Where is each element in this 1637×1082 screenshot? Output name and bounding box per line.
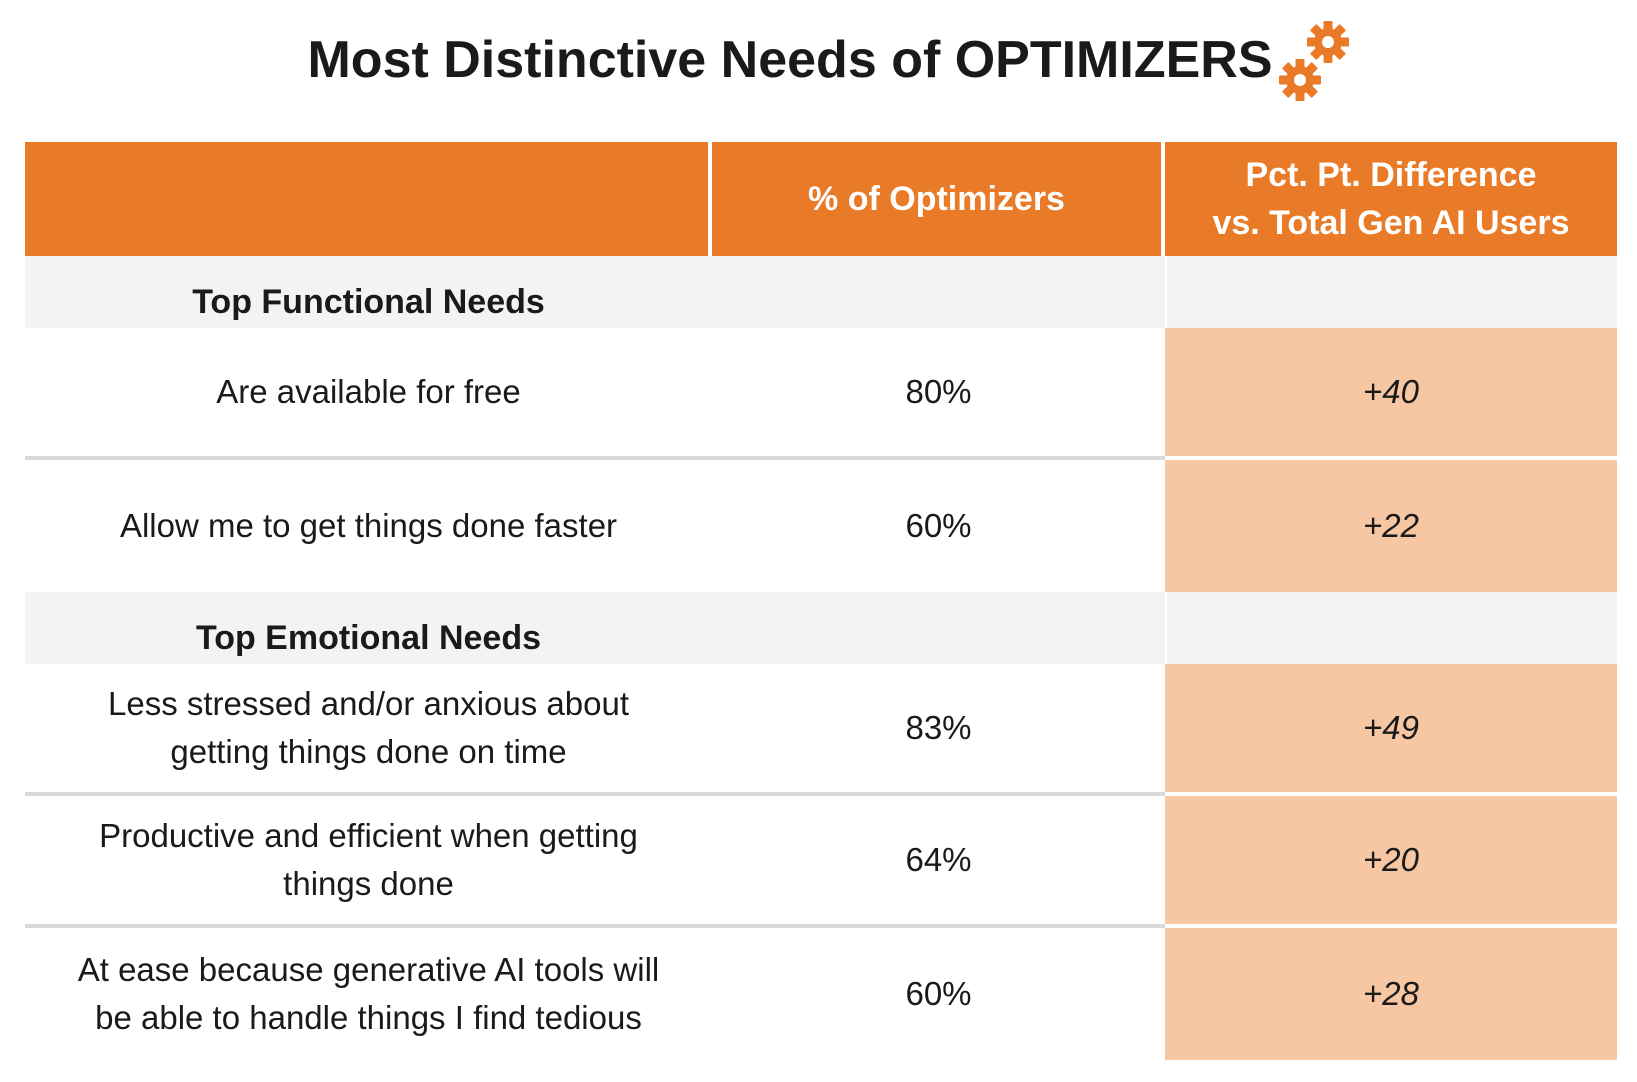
- title-area: Most Distinctive Needs of OPTIMIZERS: [0, 20, 1637, 120]
- table-header-row: % of Optimizers Pct. Pt. Difference vs. …: [25, 142, 1617, 256]
- table-row: At ease because generative AI tools will…: [25, 928, 1617, 1060]
- diff-value: +22: [1165, 460, 1617, 592]
- need-text-line2: be able to handle things I find tedious: [95, 999, 642, 1036]
- diff-value: +49: [1165, 664, 1617, 796]
- need-text-line2: getting things done on time: [170, 733, 567, 770]
- table-row: Productive and efficient when getting th…: [25, 796, 1617, 928]
- section-row-functional: Top Functional Needs: [25, 256, 1617, 328]
- section-label: Top Emotional Needs: [25, 592, 712, 664]
- section-spacer: [1165, 256, 1617, 328]
- need-text: Allow me to get things done faster: [119, 507, 618, 544]
- header-need: [25, 142, 712, 256]
- gears-icon: [1278, 20, 1358, 110]
- header-pct-optimizers: % of Optimizers: [712, 142, 1165, 256]
- need-text: Productive and efficient when getting th…: [25, 796, 712, 928]
- section-spacer: [712, 256, 1165, 328]
- pct-value: 60%: [905, 975, 972, 1012]
- section-label: Top Functional Needs: [25, 256, 712, 328]
- header-pct-diff-line1: Pct. Pt. Difference: [1245, 156, 1537, 194]
- diff-value: +40: [1165, 328, 1617, 460]
- section-spacer: [712, 592, 1165, 664]
- table-row: Less stressed and/or anxious about getti…: [25, 664, 1617, 796]
- header-pct-diff: Pct. Pt. Difference vs. Total Gen AI Use…: [1165, 142, 1617, 256]
- need-text: At ease because generative AI tools will…: [25, 928, 712, 1060]
- pct-value: 64%: [712, 796, 1165, 928]
- header-pct-diff-line2: vs. Total Gen AI Users: [1212, 204, 1570, 242]
- need-text-line1: Productive and efficient when getting: [99, 817, 638, 854]
- diff-value: +28: [1165, 928, 1617, 1060]
- need-text: Are available for free: [25, 328, 712, 460]
- needs-table: % of Optimizers Pct. Pt. Difference vs. …: [25, 142, 1617, 1060]
- table-row: Are available for free 80% +40: [25, 328, 1617, 460]
- need-text-line1: At ease because generative AI tools will: [77, 951, 660, 988]
- diff-value: +20: [1165, 796, 1617, 928]
- section-spacer: [1165, 592, 1617, 664]
- pct-value: 80%: [712, 328, 1165, 460]
- page-title: Most Distinctive Needs of OPTIMIZERS: [307, 31, 1273, 89]
- need-text-line2: things done: [283, 865, 454, 902]
- section-row-emotional: Top Emotional Needs: [25, 592, 1617, 664]
- need-text: Less stressed and/or anxious about getti…: [25, 664, 712, 796]
- need-text-line1: Less stressed and/or anxious about: [108, 685, 629, 722]
- table-row: Allow me to get things done faster 60% +…: [25, 460, 1617, 592]
- pct-value: 60%: [905, 507, 972, 544]
- pct-value: 83%: [712, 664, 1165, 796]
